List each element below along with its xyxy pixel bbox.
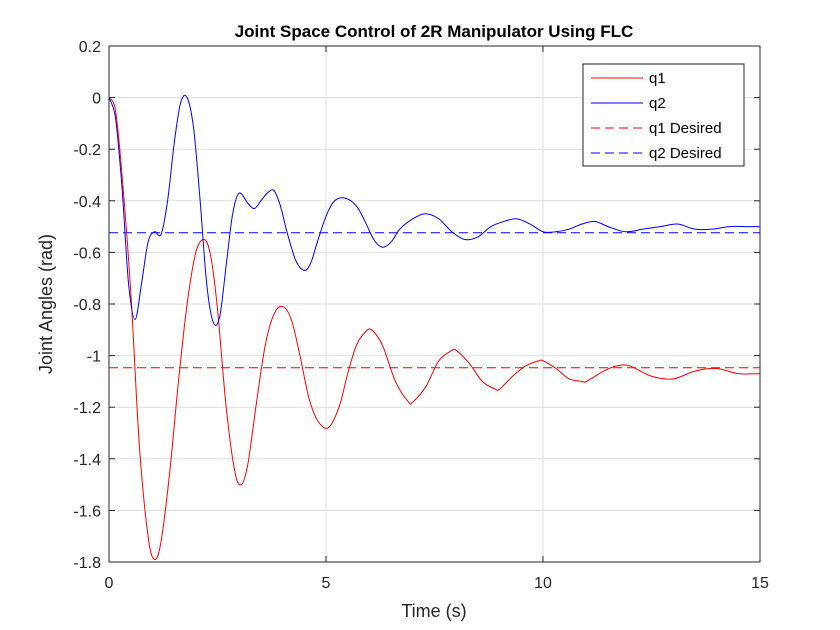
y-axis-label: Joint Angles (rad) — [36, 234, 56, 374]
y-tick-label: -0.8 — [73, 297, 101, 314]
chart-title: Joint Space Control of 2R Manipulator Us… — [235, 22, 634, 41]
y-tick-label: -0.4 — [73, 194, 101, 211]
y-tick-label: -1.2 — [73, 400, 101, 417]
y-tick-label: -1 — [87, 349, 101, 366]
legend-box — [582, 63, 745, 167]
series-layer — [108, 94, 761, 560]
x-tick-label: 5 — [322, 575, 331, 592]
y-tick-label: 0 — [92, 91, 101, 108]
legend-label-q2: q2 — [649, 95, 666, 112]
plot-area: 0 5 10 15 0.2 0 -0.2 -0.4 -0.6 -0.8 -1 -1.2 -1.4 -1.6… — [73, 39, 769, 592]
legend-label-q2-desired: q2 Desired — [649, 145, 722, 162]
y-tick-label: -0.2 — [73, 142, 101, 159]
legend-label-q1-desired: q1 Desired — [649, 120, 722, 137]
x-tick-label: 10 — [534, 575, 552, 592]
y-tick-label: -1.4 — [73, 452, 101, 469]
ticks: 0 5 10 15 0.2 0 -0.2 -0.4 -0.6 -0.8 -1 -1.2 -1.4 -1.6… — [73, 39, 769, 592]
x-tick-label: 0 — [105, 575, 114, 592]
series-line-q2 — [108, 94, 760, 326]
series-line-q1 — [108, 97, 761, 560]
y-tick-label: -0.6 — [73, 245, 101, 262]
x-axis-label: Time (s) — [401, 601, 466, 621]
x-tick-label: 15 — [751, 575, 769, 592]
y-tick-label: -1.6 — [73, 503, 101, 520]
y-tick-label: -1.8 — [73, 555, 101, 572]
legend: q1 q2 q1 Desired q2 Desired — [582, 63, 745, 167]
legend-label-q1: q1 — [649, 70, 666, 87]
y-tick-label: 0.2 — [79, 39, 101, 56]
